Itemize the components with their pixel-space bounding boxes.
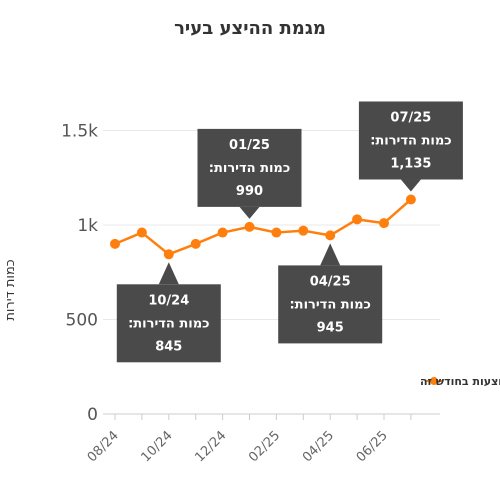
x-tick-label: 08/24 [85,428,122,465]
tooltip-pointer [158,262,179,285]
tooltip: 10/24 כמות הדירות: 845 [116,262,221,363]
legend-label: כמות הדירות המוצעות בחודש זה [420,375,500,388]
data-point [136,227,147,238]
y-tick-label: 500 [66,311,98,331]
tooltip-pointer [239,206,260,219]
x-tick-label: 06/25 [354,428,391,465]
y-tick-label: 1k [77,216,98,236]
y-axis-label: כמות דירות [3,259,18,320]
legend-marker [430,377,438,385]
tooltip: 04/25 כמות הדירות: 945 [278,243,383,344]
tooltip-value: 990 [236,184,263,199]
data-point [244,221,255,232]
tooltip-label: כמות הדירות: [289,297,370,312]
legend[interactable]: כמות הדירות המוצעות בחודש זה [420,375,500,388]
series-layer [110,194,416,260]
series-line [114,198,412,256]
chart-title: מגמת ההיצע בעיר [174,18,326,39]
tooltip-label: כמות הדירות: [128,316,209,331]
tooltip-date: 01/25 [229,138,270,153]
data-point [217,227,228,238]
tooltip: 07/25 כמות הדירות: 1,135 [358,101,463,192]
x-tick-label: 04/25 [300,428,337,465]
x-tick-label: 02/25 [246,428,283,465]
x-axis: 08/24 10/24 12/24 02/25 04/25 06/25 [85,414,412,465]
data-point [190,238,201,249]
tooltip-box [278,265,383,344]
y-tick-label: 0 [87,405,98,425]
data-point [271,227,282,238]
tooltip-date: 04/25 [310,274,351,289]
data-point [379,218,389,229]
tooltip-label: כמות הדירות: [370,133,451,148]
tooltip-date: 07/25 [390,110,431,125]
tooltip-value: 1,135 [390,156,431,171]
tooltip-box [197,128,302,207]
data-point [110,238,120,249]
tooltip-value: 845 [155,339,182,354]
y-tick-label: 1.5k [61,122,98,142]
y-axis-ticks: 0 500 1k 1.5k [61,122,98,426]
x-tick-label: 10/24 [139,428,176,465]
tooltips: 01/25 כמות הדירות: 990 07/25 כמות הדירות: 1,1… [116,101,463,363]
data-point [325,230,336,241]
data-point [298,225,309,236]
tooltip: 01/25 כמות הדירות: 990 [197,128,302,219]
tooltip-box [358,101,463,180]
data-point [163,249,174,260]
tooltip-pointer [400,179,421,192]
tooltip-box [116,284,221,363]
x-tick-label: 12/24 [192,428,229,465]
data-point [352,214,363,225]
data-point [405,194,416,205]
tooltip-label: כמות הדירות: [209,161,290,176]
tooltip-pointer [320,243,341,266]
tooltip-value: 945 [317,320,344,335]
tooltip-date: 10/24 [148,293,189,308]
